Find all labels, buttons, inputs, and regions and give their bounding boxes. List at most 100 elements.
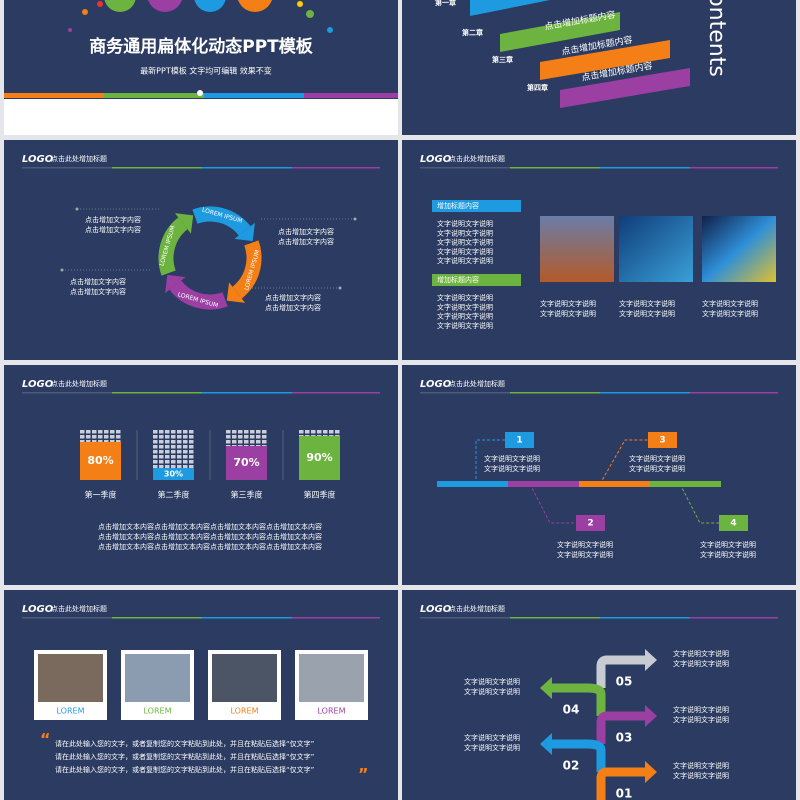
stair-note: 文字说明文字说明 — [464, 733, 520, 742]
cycle-arrow — [232, 240, 262, 299]
grid-dot — [171, 465, 176, 469]
logo: LOGO — [22, 379, 54, 390]
grid-dot — [92, 440, 97, 444]
header-line — [420, 167, 510, 169]
grid-dot — [98, 435, 103, 439]
grid-dot — [104, 435, 109, 439]
grid-dot — [153, 460, 158, 464]
cycle-arrow — [192, 206, 251, 236]
grid-dot — [256, 430, 261, 434]
grid-dot — [183, 455, 188, 459]
grid-dot — [153, 430, 158, 434]
header-line — [510, 392, 600, 394]
grid-dot — [116, 440, 121, 444]
caption: 文字说明文字说明 — [540, 299, 596, 308]
note: 点击增加文字内容 — [265, 303, 321, 312]
header-line — [420, 392, 510, 394]
decor-dot — [97, 1, 103, 7]
grid-dot — [189, 440, 194, 444]
grid-dot — [189, 430, 194, 434]
percent: 80% — [87, 454, 113, 467]
step-text: 文字说明文字说明 — [629, 454, 685, 463]
body-text: 点击增加文本内容点击增加文本内容点击增加文本内容点击增加文本内容 — [98, 522, 322, 531]
step-text: 文字说明文字说明 — [484, 454, 540, 463]
connector — [679, 483, 719, 524]
body-text: 点击增加文本内容点击增加文本内容点击增加文本内容点击增加文本内容 — [98, 542, 322, 551]
grid-dot — [171, 435, 176, 439]
header-line — [202, 392, 292, 394]
body-text: 点击增加文本内容点击增加文本内容点击增加文本内容点击增加文本内容 — [98, 532, 322, 541]
header-line — [202, 167, 292, 169]
step-text: 文字说明文字说明 — [700, 550, 756, 559]
tag-text: 增加标题内容 — [437, 275, 479, 284]
grid-dot — [165, 445, 170, 449]
arrow-head — [234, 222, 255, 242]
grid-dot — [159, 460, 164, 464]
grid-dot — [165, 450, 170, 454]
ribbon — [500, 12, 620, 52]
decor-dot — [68, 28, 72, 32]
stair-note: 文字说明文字说明 — [673, 715, 729, 724]
grid-dot — [177, 435, 182, 439]
header-title: 点击此处增加标题 — [51, 604, 107, 613]
tag — [432, 200, 521, 212]
grid-dot — [311, 430, 316, 434]
header-line — [202, 617, 292, 619]
grid-dot — [226, 430, 231, 434]
grid-dot — [262, 430, 267, 434]
decor-dot — [197, 90, 203, 96]
ribbon — [560, 68, 690, 108]
grid-dot — [256, 435, 261, 439]
grid-dot — [80, 440, 85, 444]
caption: 文字说明文字说明 — [702, 309, 758, 318]
stair-note: 文字说明文字说明 — [673, 659, 729, 668]
logo: LOGO — [420, 604, 452, 615]
logo: LOGO — [420, 154, 452, 165]
arrow-head — [165, 274, 186, 294]
grid-dot — [171, 460, 176, 464]
grid-dot — [98, 430, 103, 434]
grid-dot — [238, 440, 243, 444]
grid-dot — [226, 440, 231, 444]
decor-dot — [148, 0, 182, 12]
decor-dot — [297, 1, 303, 7]
note: 点击增加文字内容 — [85, 215, 141, 224]
grid-dot — [183, 440, 188, 444]
grid-dot — [250, 435, 255, 439]
photo — [619, 216, 693, 282]
quote-mark: “ — [40, 730, 51, 749]
step-text: 文字说明文字说明 — [557, 540, 613, 549]
grid-dot — [183, 460, 188, 464]
timeline-bar — [437, 481, 508, 487]
grid-dot — [171, 455, 176, 459]
leader-dot — [60, 268, 64, 272]
header-title: 点击此处增加标题 — [449, 379, 505, 388]
grid-dot — [256, 440, 261, 444]
note: 点击增加文字内容 — [278, 227, 334, 236]
cover-subtitle: 最新PPT模板 文字均可编辑 效果不变 — [140, 66, 272, 76]
grid-dot — [159, 430, 164, 434]
decor-dot — [82, 9, 88, 15]
contents-heading: ontents — [704, 0, 729, 77]
grid-dot — [250, 430, 255, 434]
photo — [212, 654, 277, 702]
grid-dot — [92, 435, 97, 439]
grid-dot — [165, 460, 170, 464]
tag-line: 文字说明文字说明 — [437, 302, 493, 311]
grid-dot — [232, 430, 237, 434]
header-line — [690, 617, 778, 619]
grid-dot — [177, 450, 182, 454]
header-line — [112, 392, 202, 394]
grid-dot — [104, 440, 109, 444]
timeline-bar — [508, 481, 579, 487]
grid-dot — [262, 440, 267, 444]
grid-dot — [159, 445, 164, 449]
decor-dot — [238, 0, 272, 12]
header-line — [292, 392, 380, 394]
grid-dot — [183, 445, 188, 449]
decor-dot — [194, 0, 226, 12]
header-line — [420, 617, 510, 619]
photo-label: LOREM — [57, 707, 85, 716]
grid-dot — [177, 455, 182, 459]
